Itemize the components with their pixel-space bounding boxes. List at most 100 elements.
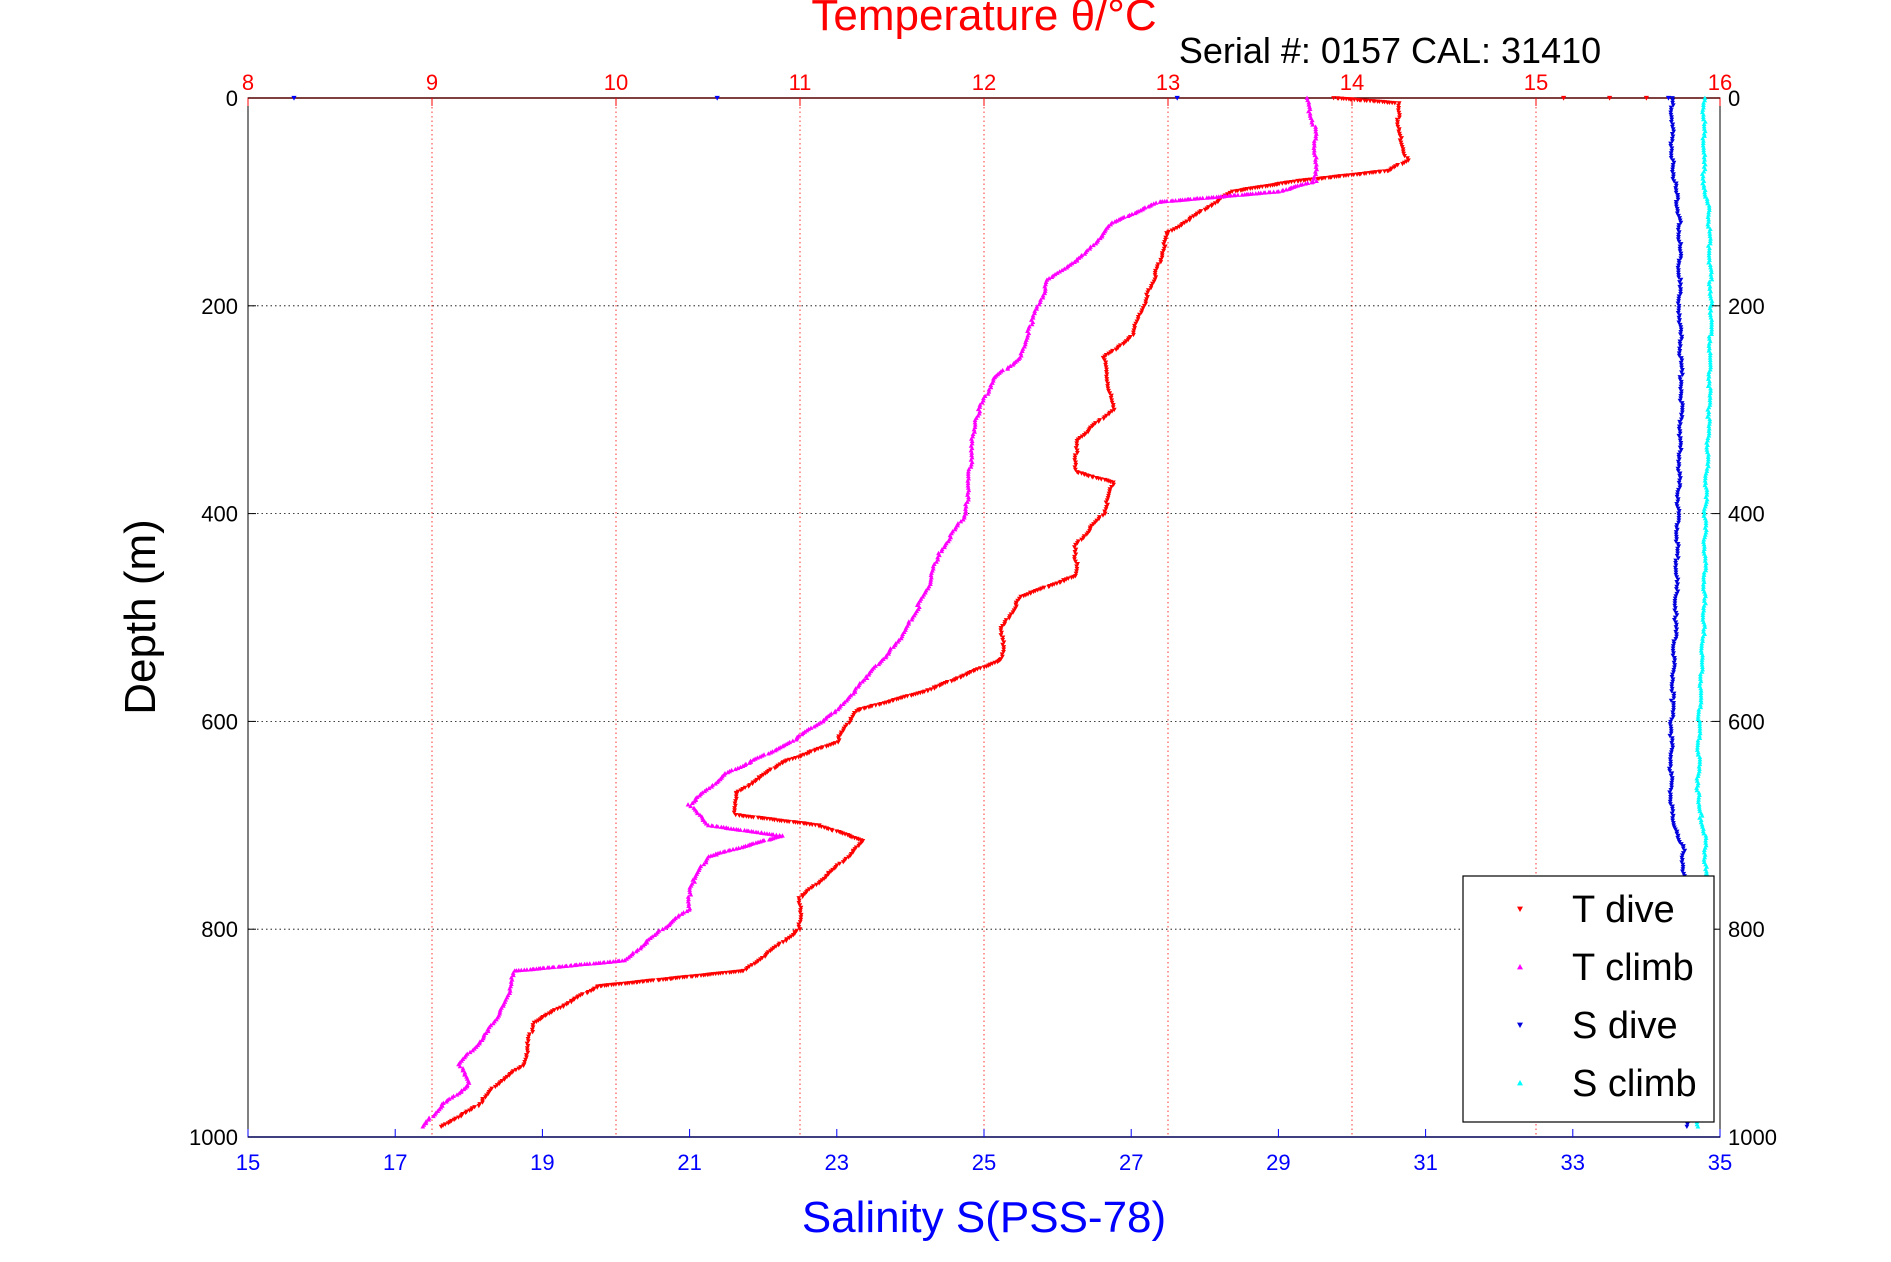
data-point (1700, 828, 1706, 834)
data-point (1125, 213, 1131, 218)
data-point (1204, 195, 1210, 200)
data-point (457, 1063, 463, 1069)
salinity-tick-label: 23 (825, 1150, 849, 1175)
data-point (1001, 649, 1006, 655)
data-point (925, 688, 931, 694)
data-point (963, 504, 969, 509)
data-point (1073, 559, 1078, 564)
data-point (1072, 458, 1078, 463)
data-point (1097, 235, 1103, 241)
data-point (750, 781, 755, 787)
data-point (1679, 370, 1684, 375)
data-point (1676, 263, 1681, 268)
data-point (523, 1053, 529, 1058)
data-point (693, 974, 699, 979)
data-point (530, 1023, 536, 1028)
data-point (1398, 140, 1404, 145)
data-point (746, 760, 752, 765)
data-point (1674, 632, 1679, 637)
data-point (977, 408, 983, 414)
data-point (1349, 173, 1355, 178)
data-point (1105, 502, 1111, 508)
data-point (768, 767, 773, 772)
data-point (1701, 116, 1706, 122)
data-point (972, 420, 978, 425)
data-point (1706, 209, 1712, 215)
salinity-tick-label: 33 (1561, 1150, 1585, 1175)
data-point (1397, 131, 1402, 137)
data-point (963, 508, 969, 514)
data-point (1361, 171, 1367, 177)
data-point (1671, 179, 1677, 184)
data-point (1701, 596, 1707, 601)
data-point (1707, 345, 1712, 351)
data-point (1677, 429, 1683, 434)
data-point (1670, 710, 1676, 715)
data-point (1675, 577, 1681, 582)
data-point (1676, 258, 1682, 264)
data-point (1709, 319, 1714, 325)
data-point (1708, 274, 1714, 279)
data-point (1395, 120, 1401, 125)
data-point (1672, 663, 1678, 668)
data-point (1701, 548, 1707, 554)
data-point (1670, 679, 1676, 685)
data-point (1707, 241, 1713, 246)
stray-surface-marker (1561, 95, 1567, 101)
data-point (738, 764, 743, 770)
data-point (1670, 167, 1676, 172)
salinity-tick-label: 31 (1413, 1150, 1437, 1175)
data-point (1709, 298, 1715, 303)
data-point (1153, 268, 1158, 274)
data-point (1695, 780, 1701, 786)
data-point (939, 548, 945, 554)
data-point (1667, 769, 1673, 774)
data-point (1667, 799, 1673, 805)
data-point (796, 922, 802, 927)
data-point (812, 823, 818, 828)
data-point (1086, 474, 1091, 479)
data-point (739, 844, 745, 850)
data-point (1704, 869, 1709, 874)
data-point (1163, 235, 1169, 240)
data-point (855, 684, 861, 689)
data-point (610, 959, 616, 964)
data-point (1215, 199, 1221, 205)
data-point (1401, 151, 1407, 157)
data-point (850, 691, 856, 696)
data-point (1707, 231, 1713, 236)
data-point (1233, 189, 1239, 194)
data-point (1159, 255, 1165, 260)
temp-tick-label: 8 (242, 70, 254, 95)
data-point (1676, 261, 1682, 266)
data-point (1135, 315, 1141, 320)
data-point (1697, 702, 1703, 707)
data-point (1704, 487, 1710, 492)
data-point (1669, 785, 1675, 790)
salinity-tick-label: 15 (236, 1150, 260, 1175)
data-point (1209, 203, 1214, 209)
data-point (1675, 497, 1681, 502)
data-point (977, 402, 983, 407)
data-point (1680, 862, 1686, 867)
data-point (510, 972, 516, 978)
data-point (1680, 864, 1686, 870)
data-point (1699, 641, 1705, 646)
data-point (1705, 383, 1711, 389)
data-point (1000, 642, 1006, 648)
data-point (1702, 622, 1707, 627)
data-point (1670, 100, 1675, 106)
data-point (1405, 156, 1410, 161)
data-point (1706, 341, 1712, 346)
data-point (966, 494, 971, 500)
data-point (800, 894, 806, 899)
data-point (1670, 134, 1676, 139)
data-point (1396, 110, 1402, 116)
data-point (780, 940, 786, 945)
data-point (1668, 752, 1674, 757)
data-point (797, 821, 803, 826)
data-point (1695, 740, 1701, 745)
data-point (732, 806, 737, 811)
data-point (1676, 320, 1682, 325)
data-point (479, 1037, 485, 1042)
